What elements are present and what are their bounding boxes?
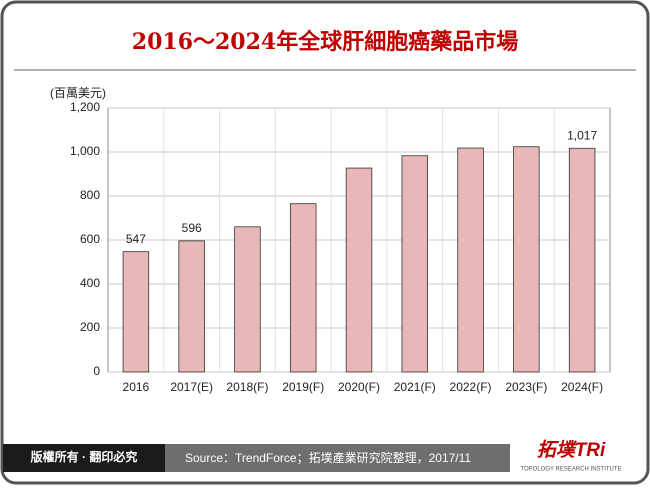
copyright-box bbox=[3, 444, 165, 472]
bar bbox=[457, 147, 484, 373]
x-tick-label: 2021(F) bbox=[394, 380, 436, 394]
chart-title: 2016～2024年全球肝細胞癌藥品市場 bbox=[132, 29, 518, 55]
x-tick-label: 2020(F) bbox=[338, 380, 380, 394]
data-label: 1,017 bbox=[567, 128, 597, 142]
data-label: 596 bbox=[182, 221, 202, 235]
x-tick-label: 2016 bbox=[123, 380, 150, 394]
y-tick-label: 600 bbox=[80, 232, 100, 246]
bar bbox=[401, 155, 429, 373]
bar bbox=[568, 147, 596, 373]
y-axis-label: (百萬美元) bbox=[50, 86, 106, 100]
plot: 0 200 400 600 800 1,000 1,200 2016 547 2017(E) 596… bbox=[70, 100, 610, 394]
logo-subtitle: TOPOLOGY RESEARCH INSTITUTE bbox=[520, 467, 621, 473]
bar bbox=[345, 167, 373, 373]
bar bbox=[122, 251, 150, 373]
bar bbox=[234, 226, 261, 373]
source-box bbox=[165, 444, 510, 472]
x-tick-label: 2017(E) bbox=[170, 380, 213, 394]
x-tick-label: 2023(F) bbox=[505, 380, 547, 394]
data-label: 547 bbox=[126, 232, 146, 246]
x-tick-label: 2018(F) bbox=[226, 380, 268, 394]
bar bbox=[178, 240, 205, 373]
source: Source：TrendForce；拓墣產業研究院整理，2017/11 bbox=[185, 450, 471, 465]
y-tick-label: 400 bbox=[80, 276, 100, 290]
y-tick-label: 1,000 bbox=[70, 144, 100, 158]
y-tick-label: 1,200 bbox=[70, 100, 100, 114]
bar bbox=[289, 203, 317, 373]
bar bbox=[513, 146, 540, 373]
x-tick-label: 2019(F) bbox=[282, 380, 324, 394]
logo: 拓墣TRi bbox=[537, 439, 606, 461]
x-tick-label: 2024(F) bbox=[561, 380, 603, 394]
x-tick-label: 2022(F) bbox=[450, 380, 492, 394]
y-tick-label: 200 bbox=[80, 320, 100, 334]
y-tick-label: 0 bbox=[93, 364, 100, 378]
copyright: 版權所有 · 翻印必究 bbox=[31, 449, 138, 464]
y-tick-label: 800 bbox=[80, 188, 100, 202]
